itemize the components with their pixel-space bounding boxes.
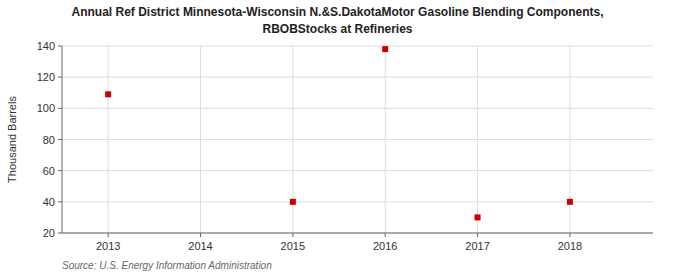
y-grid-line [62, 139, 653, 140]
y-tick [58, 108, 62, 109]
x-tick-label: 2013 [96, 240, 120, 252]
point [105, 91, 111, 97]
x-grid-line [292, 46, 293, 233]
y-tick-label: 100 [37, 102, 55, 114]
y-tick-label: 20 [43, 227, 55, 239]
x-tick-label: 2018 [558, 240, 582, 252]
point [290, 199, 296, 205]
x-tick [477, 233, 478, 237]
subtitle: RBOBStocks at Refineries [262, 22, 412, 36]
y-axis-label: Thousand Barrels [6, 96, 18, 183]
y-tick-label: 140 [37, 40, 55, 52]
x-axis-line [62, 233, 653, 234]
y-tick [58, 201, 62, 202]
y-tick-label: 40 [43, 196, 55, 208]
points [105, 46, 573, 220]
x-tick [569, 233, 570, 237]
chart: Annual Ref District Minnesota-Wisconsin … [0, 0, 675, 275]
y-tick-label: 60 [43, 165, 55, 177]
x-tick [108, 233, 109, 237]
y-tick [58, 139, 62, 140]
axes: 20 40 60 80 100 120 140 2013 2014 2015 2016 2017 201… [37, 40, 653, 252]
x-tick [292, 233, 293, 237]
x-tick-label: 2016 [373, 240, 397, 252]
x-grid-line [108, 46, 109, 233]
y-grid-line [62, 46, 653, 47]
y-axis-line [62, 46, 63, 233]
title: Annual Ref District Minnesota-Wisconsin … [72, 5, 604, 19]
point [475, 214, 481, 220]
y-grid-line [62, 170, 653, 171]
x-grid-line [477, 46, 478, 233]
y-grid-line [62, 108, 653, 109]
x-grid-line [569, 46, 570, 233]
x-grid-line [200, 46, 201, 233]
y-tick [58, 46, 62, 47]
x-tick-label: 2015 [281, 240, 305, 252]
x-tick-label: 2014 [188, 240, 212, 252]
x-tick [200, 233, 201, 237]
y-grid-line [62, 201, 653, 202]
y-tick [58, 77, 62, 78]
y-tick [58, 170, 62, 171]
y-grid-line [62, 77, 653, 78]
y-tick-label: 120 [37, 71, 55, 83]
y-tick-label: 80 [43, 134, 55, 146]
point [382, 46, 388, 52]
point [567, 199, 573, 205]
y-grid-line [62, 233, 653, 234]
x-tick-label: 2017 [465, 240, 489, 252]
chart-container: Annual Ref District Minnesota-Wisconsin … [0, 0, 675, 275]
y-tick [58, 233, 62, 234]
x-tick [385, 233, 386, 237]
grid [62, 46, 653, 233]
x-grid-line [385, 46, 386, 233]
source-note: Source: U.S. Energy Information Administ… [62, 260, 272, 271]
